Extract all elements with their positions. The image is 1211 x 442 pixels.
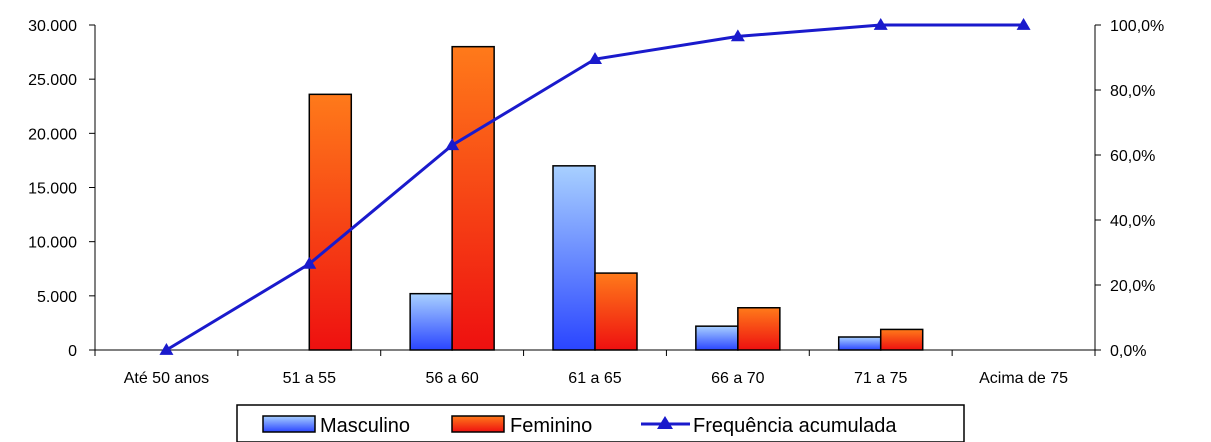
right-tick-label: 100,0% [1110, 18, 1164, 35]
legend-box [236, 404, 965, 442]
left-tick-label: 15.000 [28, 181, 77, 198]
cumulative-frequency-point [1016, 18, 1031, 30]
bar-feminino [737, 307, 781, 351]
legend-label-masculino: Masculino [320, 415, 410, 437]
x-tick-label: Até 50 anos [124, 370, 209, 387]
right-tick-label: 60,0% [1110, 148, 1155, 165]
legend-label-feminino: Feminino [510, 415, 592, 437]
cumulative-frequency-point [302, 256, 317, 269]
legend-label-frequencia: Frequência acumulada [693, 415, 897, 437]
chart-legend: Masculino Feminino Frequência acumulada [236, 404, 965, 442]
x-tick-label: 66 a 70 [711, 370, 764, 387]
bar-feminino [308, 93, 353, 351]
cumulative-frequency-point [159, 343, 174, 355]
left-tick-label: 5.000 [37, 289, 77, 306]
right-tick-label: 20,0% [1110, 278, 1155, 295]
x-tick-label: 61 a 65 [568, 370, 621, 387]
legend-swatch-masculino [262, 415, 316, 433]
cumulative-frequency-point [588, 52, 602, 65]
bar-feminino [594, 272, 638, 351]
cumulative-frequency-point [445, 138, 460, 151]
right-tick-label: 0,0% [1110, 343, 1146, 360]
x-tick-label: 71 a 75 [854, 370, 907, 387]
bar-feminino [879, 328, 924, 351]
cumulative-frequency-point [873, 18, 888, 30]
left-tick-label: 0 [68, 343, 77, 360]
plot-area: 0 5.000 10.000 15.000 20.000 25.000 30.000 0,0%… [28, 18, 1164, 387]
left-tick-label: 25.000 [28, 72, 77, 89]
bar-masculino [552, 165, 596, 351]
bar-masculino [695, 325, 739, 351]
cumulative-frequency-point [730, 29, 745, 42]
legend-swatch-feminino [451, 415, 505, 433]
right-tick-label: 80,0% [1110, 83, 1155, 100]
x-tick-label: 51 a 55 [283, 370, 336, 387]
left-tick-label: 30.000 [28, 18, 77, 35]
bar-masculino [837, 336, 882, 351]
bar-feminino [451, 45, 495, 351]
right-tick-label: 40,0% [1110, 213, 1155, 230]
left-tick-label: 10.000 [28, 235, 77, 252]
x-tick-label: Acima de 75 [979, 370, 1068, 387]
left-tick-label: 20.000 [28, 126, 77, 143]
bar-masculino [409, 292, 453, 351]
x-tick-label: 56 a 60 [425, 370, 478, 387]
legend-swatch-marker [657, 416, 673, 429]
